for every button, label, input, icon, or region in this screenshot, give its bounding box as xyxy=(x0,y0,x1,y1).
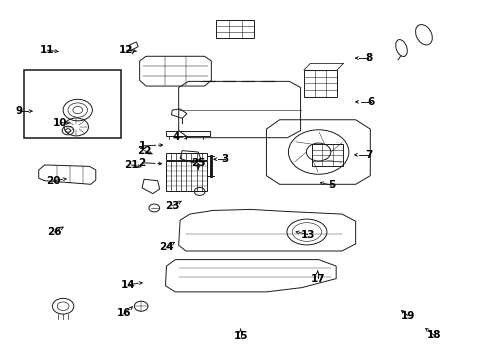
Text: 15: 15 xyxy=(233,331,247,341)
Bar xyxy=(311,144,343,166)
Text: 12: 12 xyxy=(119,45,134,55)
Text: 16: 16 xyxy=(116,309,131,318)
Text: 24: 24 xyxy=(159,242,173,252)
Text: 11: 11 xyxy=(40,45,54,55)
Text: 8: 8 xyxy=(365,53,372,63)
Text: 3: 3 xyxy=(221,154,228,164)
Text: 14: 14 xyxy=(121,280,136,290)
Text: 9: 9 xyxy=(16,106,23,116)
Text: 20: 20 xyxy=(46,176,61,186)
Bar xyxy=(24,70,121,138)
Bar xyxy=(166,131,210,136)
Text: 10: 10 xyxy=(53,118,67,128)
Text: 6: 6 xyxy=(367,97,374,107)
Text: 18: 18 xyxy=(426,330,440,340)
Bar xyxy=(165,161,206,191)
Text: 13: 13 xyxy=(300,230,314,239)
Text: 21: 21 xyxy=(124,160,138,170)
Text: 25: 25 xyxy=(190,158,205,168)
Text: 5: 5 xyxy=(328,180,335,190)
Text: 17: 17 xyxy=(310,274,325,284)
Text: 22: 22 xyxy=(137,145,151,156)
Text: 19: 19 xyxy=(400,311,414,320)
Text: 2: 2 xyxy=(138,158,145,168)
Text: 1: 1 xyxy=(138,141,145,151)
Text: 26: 26 xyxy=(47,227,61,237)
Text: 4: 4 xyxy=(172,132,180,142)
Text: 7: 7 xyxy=(365,150,372,160)
Bar xyxy=(216,20,254,39)
Bar xyxy=(304,70,336,97)
Bar xyxy=(165,153,206,160)
Text: 23: 23 xyxy=(165,201,179,211)
